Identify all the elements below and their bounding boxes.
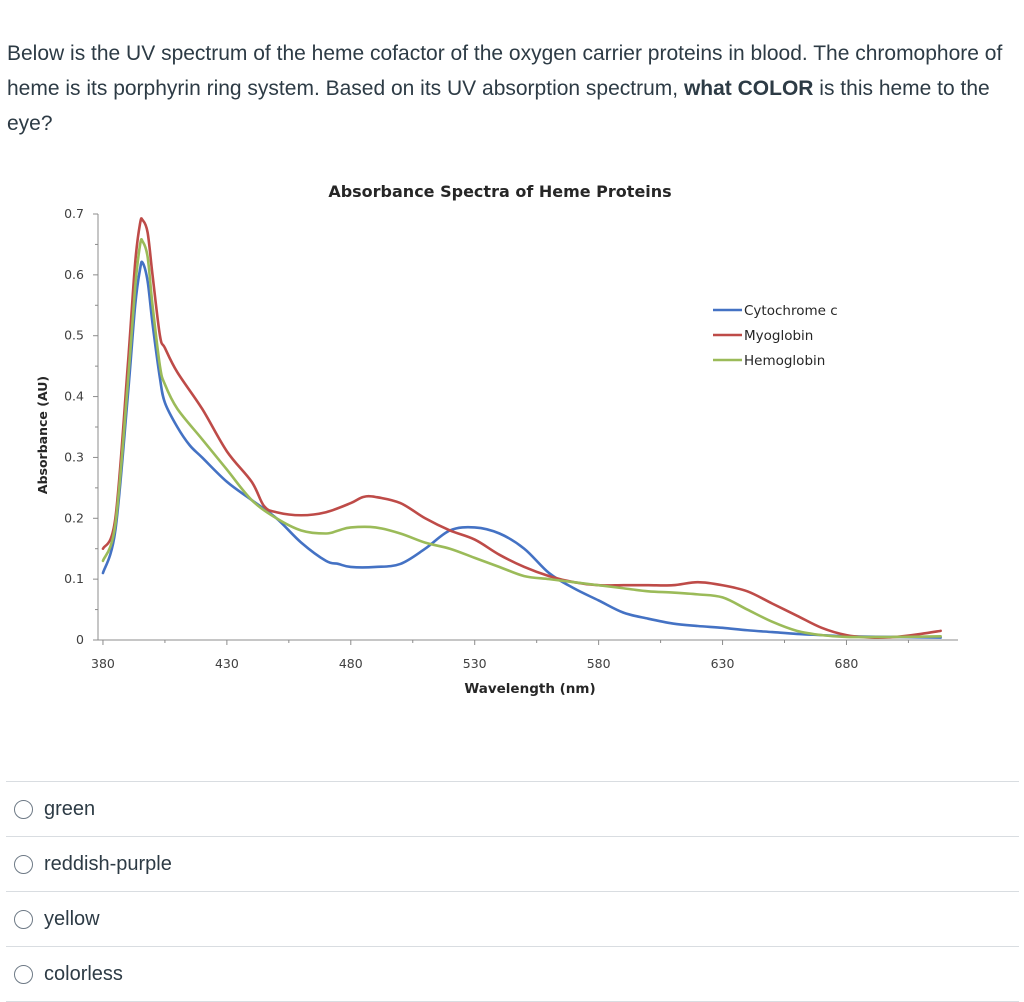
chart-title: Absorbance Spectra of Heme Proteins [328,182,671,201]
absorbance-chart: Absorbance Spectra of Heme Proteins Wave… [0,170,1024,710]
y-tick-label: 0.5 [64,328,84,343]
radio-button-icon[interactable] [14,909,33,929]
chart-legend: Cytochrome c Myoglobin Hemoglobin [713,303,838,369]
x-tick-label: 530 [463,656,487,671]
series-line-hemoglobin [101,237,942,639]
answer-label: colorless [44,962,123,985]
answer-option-3[interactable]: yellow [6,892,1019,947]
y-tick-label: 0.4 [64,389,84,404]
answer-label: yellow [44,907,100,930]
x-tick-label: 630 [711,656,735,671]
x-tick-label: 480 [339,656,363,671]
question-part1: Below is the UV spectrum of the heme cof… [7,42,1003,100]
legend-label-cytochrome-c: Cytochrome c [744,303,838,319]
answer-list: green reddish-purple yellow colorless [6,781,1019,1002]
series-line-myoglobin [101,217,942,639]
x-tick-label: 380 [91,656,115,671]
y-tick-label: 0.1 [64,571,84,586]
y-tick-label: 0.7 [64,206,84,221]
answer-option-4[interactable]: colorless [6,947,1019,1002]
question-text: Below is the UV spectrum of the heme cof… [7,36,1007,141]
chart-svg: Absorbance Spectra of Heme Proteins Wave… [35,182,958,697]
radio-button-icon[interactable] [14,964,33,984]
series-line-cytochrome-c [101,260,942,639]
legend-label-myoglobin: Myoglobin [744,328,813,344]
chart-series [101,217,942,639]
y-tick-label: 0.2 [64,510,84,525]
chart-axes: 0 0.1 0.2 0.3 0.4 0.5 0.6 0.7 380 430 480 530 580 630… [64,206,958,671]
question-bold-color: COLOR [737,77,814,100]
y-tick-label: 0.6 [64,267,84,282]
answer-label: green [44,797,96,820]
radio-button-icon[interactable] [14,854,33,874]
legend-label-hemoglobin: Hemoglobin [744,353,825,369]
y-tick-label: 0 [76,632,84,647]
question-part3: is this heme to the eye? [7,77,990,135]
y-tick-label: 0.3 [64,449,84,464]
x-tick-label: 680 [835,656,859,671]
x-tick-label: 580 [587,656,611,671]
answer-option-2[interactable]: reddish-purple [6,837,1019,892]
x-tick-label: 430 [215,656,239,671]
answer-option-1[interactable]: green [6,782,1019,837]
radio-button-icon[interactable] [14,799,33,819]
chart-x-axis-label: Wavelength (nm) [464,681,595,697]
question-bold-what: what [683,77,732,100]
answer-label: reddish-purple [44,852,172,875]
chart-y-axis-label: Absorbance (AU) [35,376,50,494]
